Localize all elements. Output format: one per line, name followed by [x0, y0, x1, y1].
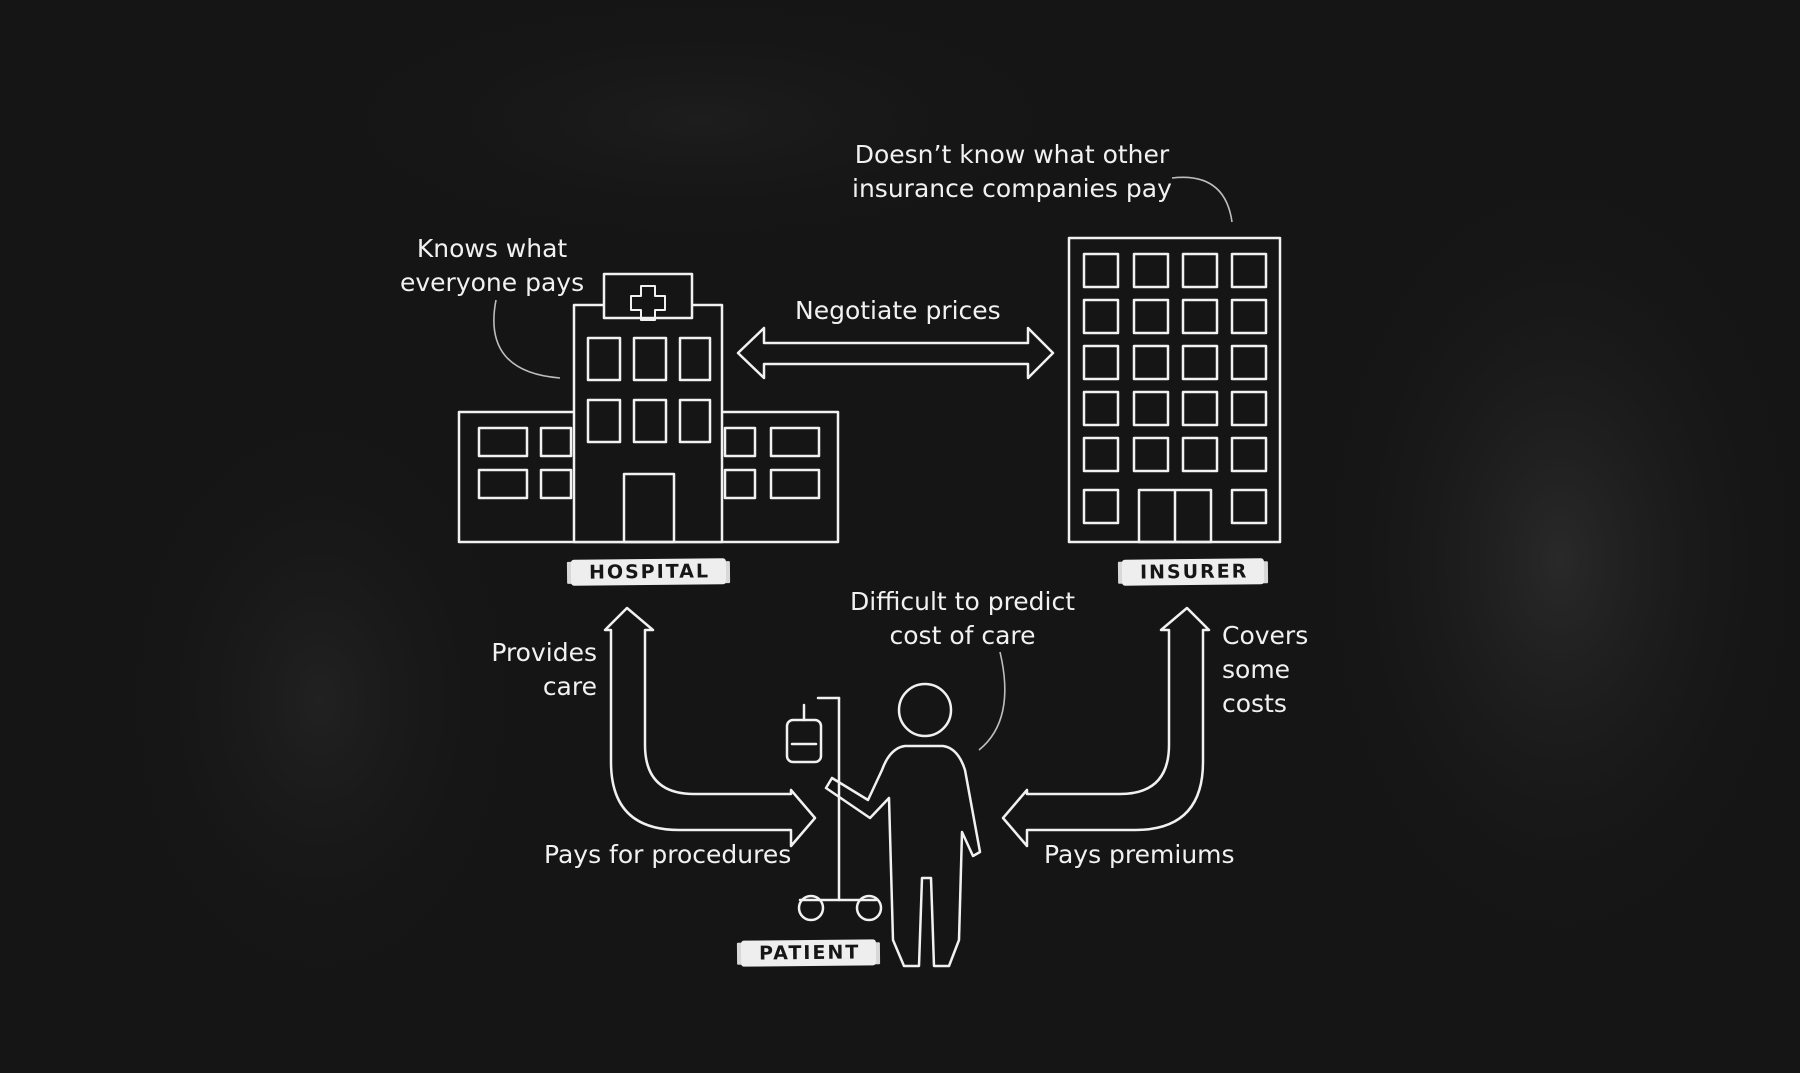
- hospital-label: HOSPITAL: [570, 558, 727, 586]
- patient-label: PATIENT: [740, 939, 877, 967]
- provides-care-line: Provides: [491, 638, 597, 667]
- negotiate-label: Negotiate prices: [795, 296, 1001, 325]
- patient-note-pointer: [978, 651, 1006, 751]
- insurer-label: INSURER: [1121, 558, 1265, 586]
- hospital-building-icon: [457, 272, 840, 544]
- covers-costs-label: Covers some costs: [1222, 619, 1308, 721]
- covers-costs-line: costs: [1222, 689, 1287, 718]
- patient-with-iv-drip-icon: [785, 682, 982, 968]
- patient-note: Difficult to predict cost of care: [850, 585, 1075, 653]
- patient-note-line: Difficult to predict: [850, 587, 1076, 616]
- office-tower-icon: [1067, 236, 1282, 544]
- negotiate-arrow: [736, 326, 1055, 380]
- hospital-note: Knows what everyone pays: [400, 232, 584, 300]
- insurer-note-line: Doesn’t know what other: [854, 140, 1170, 169]
- provides-care-line: care: [542, 672, 597, 701]
- patient-note-line: cost of care: [889, 621, 1036, 650]
- covers-costs-line: some: [1222, 655, 1291, 684]
- hospital-note-line: everyone pays: [400, 268, 585, 297]
- provides-care-label: Provides care: [485, 636, 597, 704]
- chalk-smudge: [280, 0, 1120, 260]
- provides-care-arrow: [603, 606, 817, 848]
- pays-procedures-label: Pays for procedures: [544, 840, 792, 869]
- covers-costs-arrow: [1001, 606, 1211, 848]
- chalk-smudge: [100, 380, 540, 1020]
- hospital-note-line: Knows what: [416, 234, 568, 263]
- covers-costs-line: Covers: [1222, 621, 1309, 650]
- insurer-note-pointer: [1171, 176, 1233, 223]
- insurer-note-line: insurance companies pay: [852, 174, 1172, 203]
- insurer-note: Doesn’t know what other insurance compan…: [852, 138, 1172, 206]
- pays-premiums-label: Pays premiums: [1044, 840, 1235, 869]
- hospital-note-pointer: [493, 299, 561, 379]
- chalk-smudge: [1300, 140, 1800, 980]
